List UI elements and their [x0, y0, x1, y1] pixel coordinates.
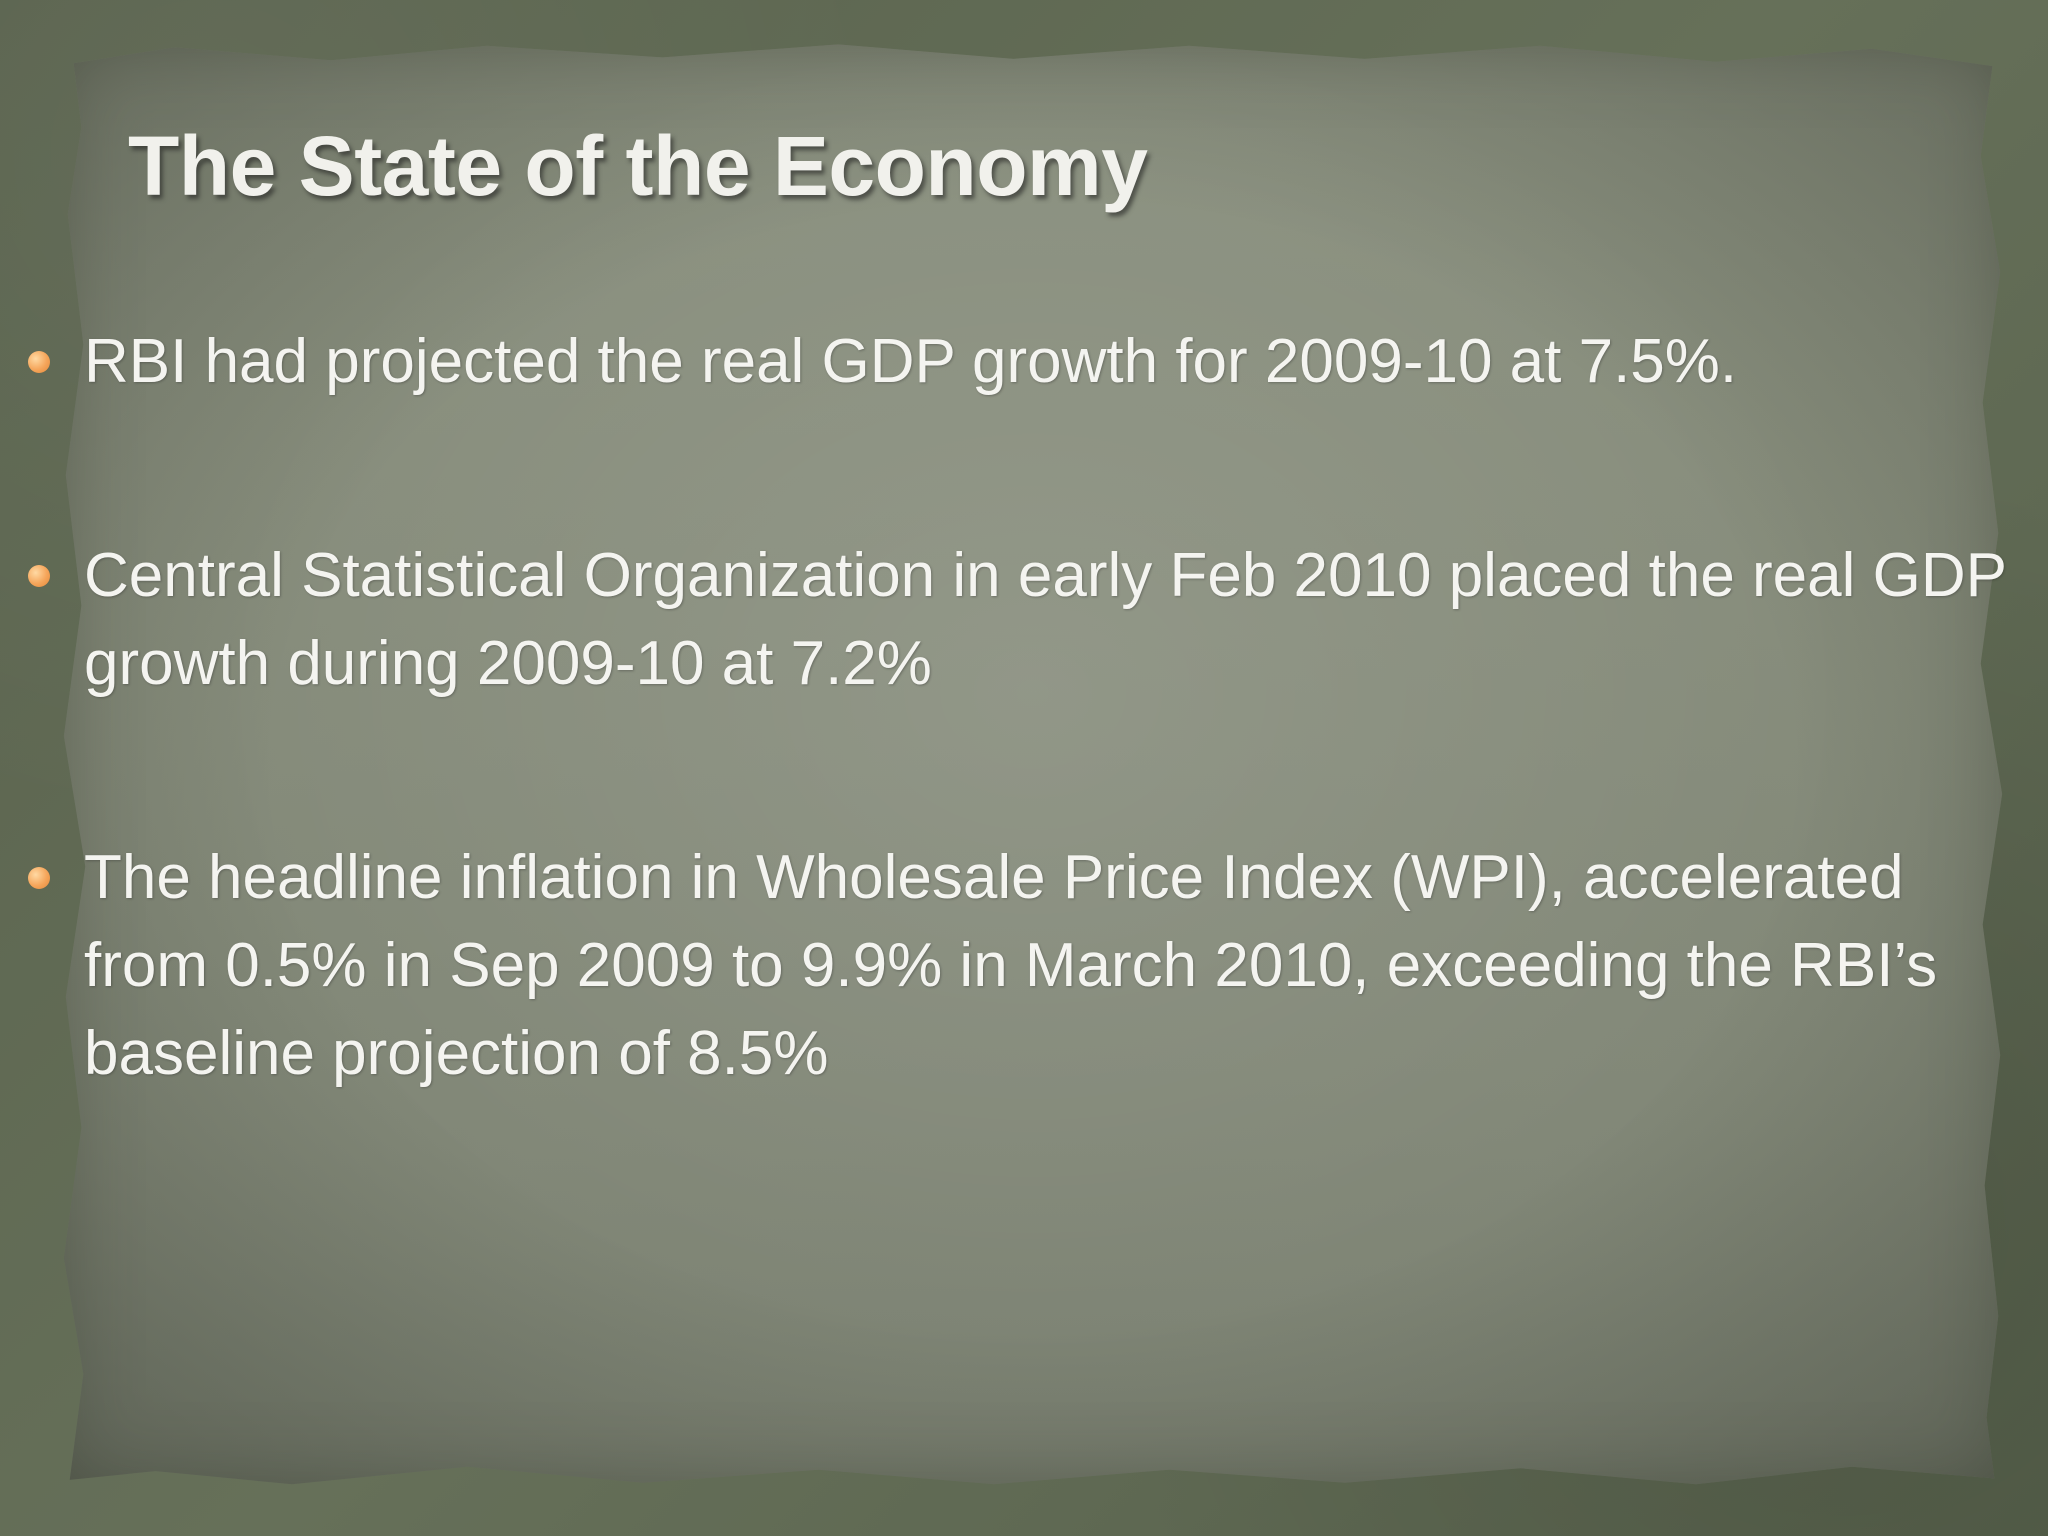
paper-panel	[63, 44, 2003, 1485]
bullet-list: RBI had projected the real GDP growth fo…	[28, 318, 2018, 1098]
bullet-item: RBI had projected the real GDP growth fo…	[28, 318, 2018, 406]
bullet-item: Central Statistical Organization in earl…	[28, 532, 2018, 708]
slide-title: The State of the Economy	[128, 119, 1148, 213]
paper-vignette	[63, 44, 2003, 1485]
bullet-text: Central Statistical Organization in earl…	[84, 541, 2006, 698]
bullet-text: The headline inflation in Wholesale Pric…	[84, 843, 1938, 1088]
bullet-dot-icon	[28, 565, 50, 587]
bullet-dot-icon	[28, 867, 50, 889]
bullet-text: RBI had projected the real GDP growth fo…	[84, 327, 1738, 396]
bullet-item: The headline inflation in Wholesale Pric…	[28, 834, 2018, 1098]
bullet-dot-icon	[28, 351, 50, 373]
